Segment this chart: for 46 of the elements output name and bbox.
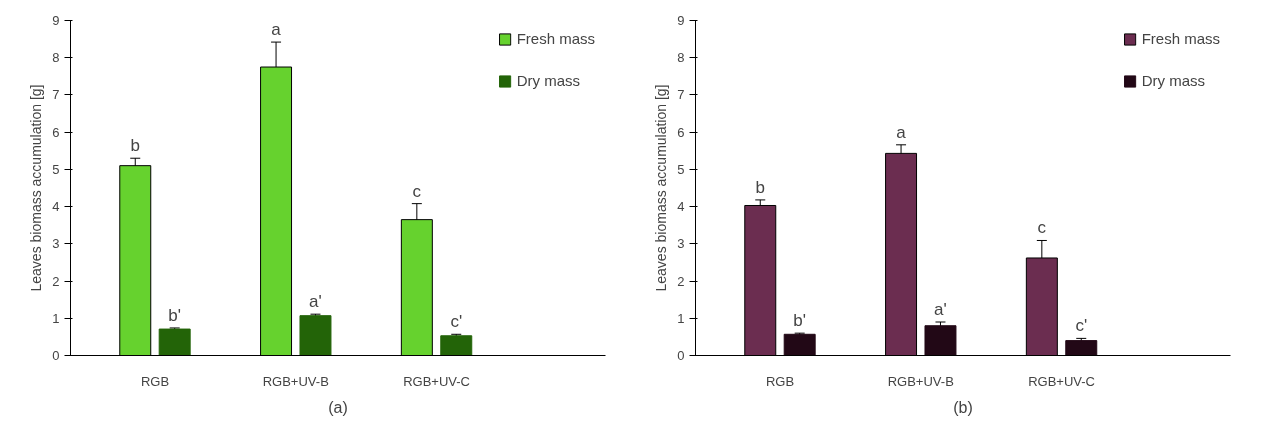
annotation: b'	[168, 305, 182, 325]
y-tick-label: 0	[677, 348, 685, 363]
y-tick-label: 6	[677, 124, 685, 140]
y-tick-label: 0	[52, 348, 60, 363]
y-axis-title: Leaves biomass accumulation [g]	[28, 84, 45, 292]
annotation: a'	[309, 292, 322, 312]
annotation: c	[1037, 218, 1047, 238]
y-axis-title: Leaves biomass accumulation [g]	[653, 84, 670, 292]
y-tick-label: 1	[52, 310, 60, 326]
annotation: c	[412, 181, 422, 201]
x-tick-label: RGB+UV-C	[1028, 373, 1095, 389]
x-tick-label: RGB+UV-B	[262, 373, 329, 389]
annotation: c'	[450, 312, 463, 332]
y-tick-label: 8	[52, 50, 60, 66]
legend-label: Dry mass	[1141, 72, 1205, 89]
annotation: a	[271, 20, 282, 40]
y-tick-label: 8	[677, 50, 685, 66]
y-tick-label: 6	[52, 124, 60, 140]
x-tick-label: RGB+UV-C	[403, 373, 470, 389]
text: (a)	[328, 398, 348, 416]
y-tick-label: 7	[677, 87, 685, 103]
y-tick-label: 3	[677, 236, 685, 252]
annotation: a	[896, 122, 907, 142]
y-tick-label: 7	[52, 87, 60, 103]
y-tick-label: 5	[677, 161, 685, 177]
annotation: b	[755, 177, 765, 197]
x-tick-label: RGB	[140, 373, 170, 389]
y-tick-label: 4	[677, 199, 685, 215]
legend-label: Fresh mass	[1141, 30, 1220, 47]
x-tick-label: RGB+UV-B	[887, 373, 954, 389]
x-tick-label: RGB	[765, 373, 795, 389]
y-tick-label: 2	[677, 273, 685, 289]
y-tick-label: 2	[52, 273, 60, 289]
legend-label: Fresh mass	[516, 30, 595, 47]
annotation: c'	[1075, 316, 1088, 336]
y-tick-label: 9	[677, 13, 685, 28]
y-tick-label: 1	[677, 310, 685, 326]
annotation: b	[130, 136, 140, 156]
y-tick-label: 9	[52, 13, 60, 28]
text: (b)	[953, 398, 973, 416]
y-tick-label: 4	[52, 199, 60, 215]
annotation: b'	[793, 311, 807, 331]
y-tick-label: 3	[52, 236, 60, 252]
annotation: a'	[934, 300, 947, 319]
legend-label: Dry mass	[516, 72, 580, 89]
y-tick-label: 5	[52, 161, 60, 177]
